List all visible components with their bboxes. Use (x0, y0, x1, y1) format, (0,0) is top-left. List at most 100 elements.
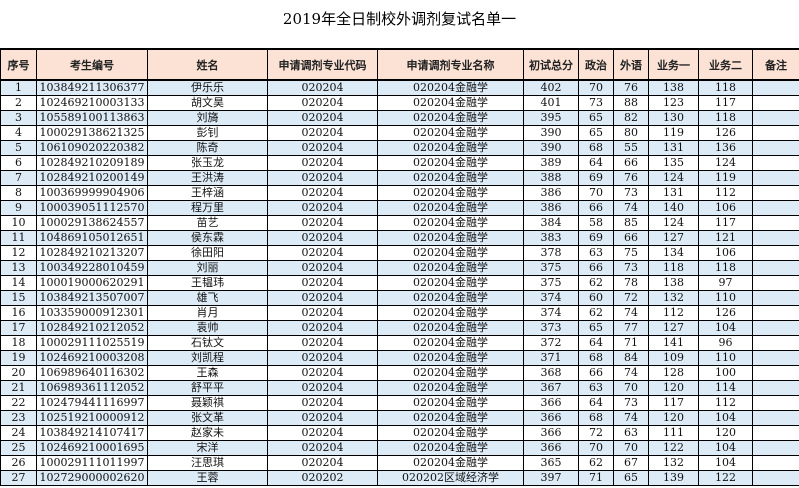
cell-col-major-name: 020204金融学 (377, 230, 524, 246)
cell-col-major-name: 020204金融学 (377, 440, 524, 456)
cell-col-name: 张文革 (147, 410, 268, 426)
cell-col-index: 15 (0, 290, 37, 306)
table-row: 27 102729000002620 王蓉 020202 020202区域经济学 397 7… (0, 470, 799, 486)
table-row: 23 102519210000912 张文革 020204 020204金融学 366 68… (0, 410, 799, 426)
cell-col-total: 390 (523, 125, 579, 141)
table-row: 16 103359000912301 肖月 020204 020204金融学 374 62 7… (0, 305, 799, 321)
cell-col-total: 389 (523, 155, 579, 171)
cell-col-subject2: 126 (698, 305, 753, 321)
cell-col-major-code: 020204 (267, 305, 378, 321)
cell-col-name: 刘丽 (147, 260, 268, 276)
cell-col-politics: 70 (578, 440, 614, 456)
cell-col-major-code: 020204 (267, 320, 378, 336)
cell-col-major-code: 020204 (267, 215, 378, 231)
cell-col-politics: 66 (578, 260, 614, 276)
cell-col-subject2: 114 (698, 380, 753, 396)
cell-col-subject1: 112 (648, 305, 699, 321)
table-row: 6 102849210209189 张玉龙 020204 020204金融学 389 64 6… (0, 155, 799, 171)
cell-col-name: 胡文昊 (147, 95, 268, 111)
cell-col-total: 402 (523, 79, 579, 96)
cell-col-name: 肖月 (147, 305, 268, 321)
cell-col-major-name: 020204金融学 (377, 335, 524, 351)
cell-col-remarks (752, 320, 799, 336)
cell-col-politics: 68 (578, 140, 614, 156)
cell-col-language: 72 (613, 290, 649, 306)
cell-col-politics: 70 (578, 79, 614, 96)
cell-col-name: 雄飞 (147, 290, 268, 306)
cell-col-remarks (752, 305, 799, 321)
cell-col-index: 17 (0, 320, 37, 336)
header-col-language: 外语 (613, 48, 649, 81)
table-row: 19 102469210003208 刘凯程 020204 020204金融学 371 68… (0, 350, 799, 366)
cell-col-language: 55 (613, 140, 649, 156)
cell-col-name: 汪思琪 (147, 455, 268, 471)
cell-col-language: 74 (613, 305, 649, 321)
cell-col-major-code: 020204 (267, 185, 378, 201)
cell-col-politics: 63 (578, 380, 614, 396)
table-row: 5 106109020220382 陈奇 020204 020204金融学 390 68 55… (0, 140, 799, 156)
cell-col-subject1: 132 (648, 455, 699, 471)
table-row: 18 100029111025519 石钛文 020204 020204金融学 372 64… (0, 335, 799, 351)
cell-col-total: 367 (523, 380, 579, 396)
cell-col-major-name: 020204金融学 (377, 170, 524, 186)
cell-col-language: 66 (613, 230, 649, 246)
cell-col-language: 74 (613, 410, 649, 426)
cell-col-politics: 62 (578, 305, 614, 321)
cell-col-exam-id: 102849210213207 (36, 245, 148, 261)
cell-col-major-code: 020204 (267, 410, 378, 426)
cell-col-subject2: 124 (698, 155, 753, 171)
cell-col-subject2: 104 (698, 440, 753, 456)
table-row: 20 106989640116302 王森 020204 020204金融学 368 66 7… (0, 365, 799, 381)
cell-col-language: 70 (613, 440, 649, 456)
cell-col-index: 18 (0, 335, 37, 351)
cell-col-politics: 64 (578, 395, 614, 411)
table-row: 13 100349228010459 刘丽 020204 020204金融学 375 66 7… (0, 260, 799, 276)
cell-col-subject1: 138 (648, 275, 699, 291)
cell-col-subject1: 131 (648, 185, 699, 201)
cell-col-index: 2 (0, 95, 37, 111)
cell-col-index: 9 (0, 200, 37, 216)
cell-col-remarks (752, 470, 799, 486)
cell-col-name: 伊乐乐 (147, 79, 268, 96)
cell-col-index: 6 (0, 155, 37, 171)
cell-col-major-code: 020204 (267, 170, 378, 186)
cell-col-total: 383 (523, 230, 579, 246)
cell-col-remarks (752, 215, 799, 231)
cell-col-name: 聂颖祺 (147, 395, 268, 411)
cell-col-subject2: 97 (698, 275, 753, 291)
cell-col-total: 401 (523, 95, 579, 111)
table-row: 9 100039051112570 程万里 020204 020204金融学 386 66 7… (0, 200, 799, 216)
cell-col-language: 73 (613, 260, 649, 276)
cell-col-politics: 68 (578, 350, 614, 366)
cell-col-total: 368 (523, 365, 579, 381)
cell-col-name: 徐田阳 (147, 245, 268, 261)
cell-col-subject2: 106 (698, 245, 753, 261)
cell-col-exam-id: 100349228010459 (36, 260, 148, 276)
table-row: 21 106989361112052 舒平平 020204 020204金融学 367 63… (0, 380, 799, 396)
cell-col-major-name: 020204金融学 (377, 455, 524, 471)
table-row: 3 105589100113863 刘旖 020204 020204金融学 395 65 82… (0, 110, 799, 126)
cell-col-exam-id: 106989361112052 (36, 380, 148, 396)
cell-col-subject2: 119 (698, 170, 753, 186)
cell-col-name: 张玉龙 (147, 155, 268, 171)
cell-col-subject1: 141 (648, 335, 699, 351)
cell-col-major-name: 020204金融学 (377, 365, 524, 381)
cell-col-subject2: 110 (698, 350, 753, 366)
cell-col-remarks (752, 230, 799, 246)
cell-col-major-name: 020204金融学 (377, 125, 524, 141)
table-row: 8 100369999904906 王梓涵 020204 020204金融学 386 70 7… (0, 185, 799, 201)
cell-col-language: 88 (613, 95, 649, 111)
cell-col-subject2: 122 (698, 470, 753, 486)
cell-col-major-code: 020204 (267, 79, 378, 96)
cell-col-total: 397 (523, 470, 579, 486)
cell-col-exam-id: 100039051112570 (36, 200, 148, 216)
cell-col-name: 刘凯程 (147, 350, 268, 366)
cell-col-remarks (752, 380, 799, 396)
header-col-exam-id: 考生编号 (36, 48, 148, 81)
cell-col-subject1: 117 (648, 395, 699, 411)
cell-col-total: 386 (523, 200, 579, 216)
table-row: 7 102849210200149 王洪涛 020204 020204金融学 388 69 7… (0, 170, 799, 186)
cell-col-subject2: 117 (698, 215, 753, 231)
cell-col-index: 7 (0, 170, 37, 186)
table-row: 2 102469210003133 胡文昊 020204 020204金融学 401 73 8… (0, 95, 799, 111)
